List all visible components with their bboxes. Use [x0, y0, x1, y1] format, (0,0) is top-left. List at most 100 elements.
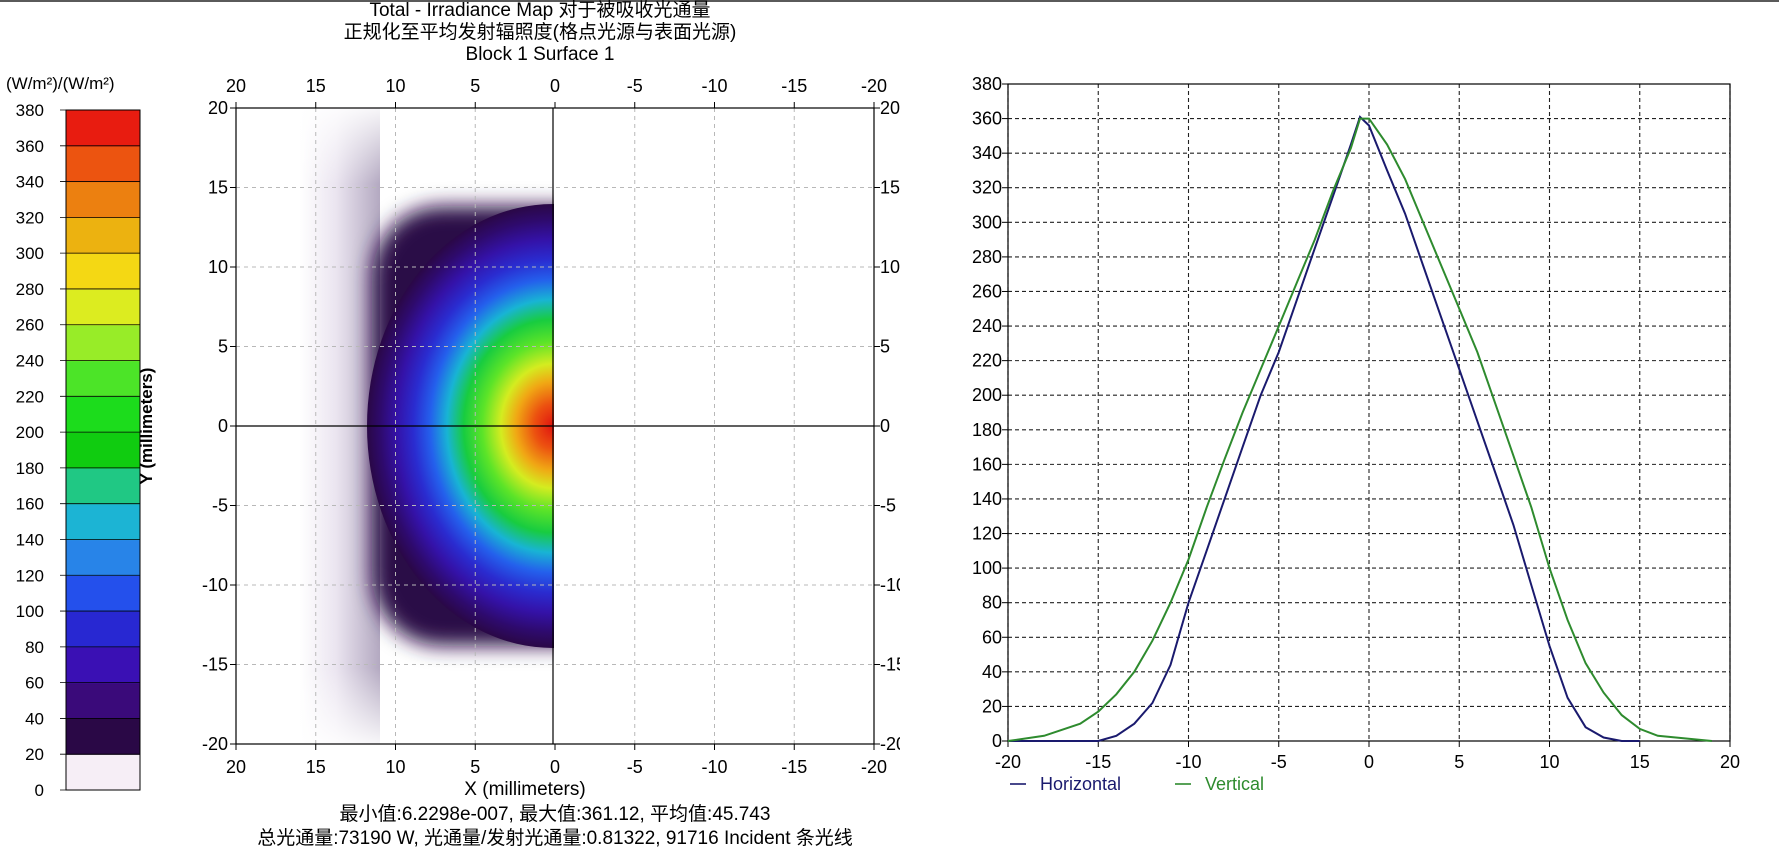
legend-label-horizontal: Horizontal: [1040, 774, 1121, 794]
map-title-line2: 正规化至平均发射辐照度(格点光源与表面光源): [343, 22, 737, 43]
heatmap-bottom-tick-label: 20: [226, 757, 246, 777]
profile-y-tick-label: 100: [972, 558, 1002, 578]
profile-x-tick-label: 15: [1630, 752, 1650, 772]
colorbar-tick-label: 220: [16, 387, 44, 406]
colorbar-band: [66, 217, 140, 254]
heatmap-bottom-tick-label: 15: [306, 757, 326, 777]
colorbar-tick-label: 40: [25, 709, 44, 728]
colorbar-band: [66, 145, 140, 183]
profile-y-tick-label: 80: [982, 593, 1002, 613]
irradiance-heatmap: 2020151510105500-5-5-10-10-15-15-20-2020…: [137, 76, 900, 800]
heatmap-right-tick-label: -15: [880, 655, 900, 675]
heatmap-bottom-tick-label: 5: [470, 757, 480, 777]
profile-y-tick-label: 180: [972, 420, 1002, 440]
heatmap-right-tick-label: -20: [880, 734, 900, 754]
heatmap-bottom-tick-label: -10: [701, 757, 727, 777]
colorbar-tick-label: 340: [16, 173, 44, 192]
heatmap-bottom-tick-label: 0: [550, 757, 560, 777]
heatmap-left-tick-label: -15: [202, 655, 228, 675]
heatmap-left-tick-label: -5: [212, 496, 228, 516]
colorbar-tick-label: 280: [16, 280, 44, 299]
stats-line: 最小值:6.2298e-007, 最大值:361.12, 平均值:45.743: [339, 804, 771, 825]
colorbar-tick-label: 200: [16, 423, 44, 442]
heatmap-xlabel: X (millimeters): [464, 779, 585, 800]
colorbar-tick-label: 0: [35, 781, 44, 800]
colorbar-band: [66, 432, 140, 469]
profile-x-tick-label: -20: [995, 752, 1021, 772]
profile-y-tick-label: 160: [972, 454, 1002, 474]
colorbar-band: [66, 539, 140, 576]
heatmap-top-tick-label: 20: [226, 76, 246, 96]
colorbar: 0 20 40 60 80 100 120 140 160 180 200 220 240 260 280 3…: [16, 101, 141, 800]
colorbar-band: [66, 110, 140, 147]
colorbar-band: [66, 360, 140, 397]
colorbar-tick-label: 180: [16, 459, 44, 478]
colorbar-band: [66, 181, 140, 218]
map-title-line1: Total - Irradiance Map 对于被吸收光通量: [369, 0, 711, 21]
heatmap-right-tick-label: 15: [880, 178, 900, 198]
colorbar-unit: (W/m²)/(W/m²): [6, 74, 115, 93]
profile-y-tick-label: 120: [972, 524, 1002, 544]
colorbar-tick-label: 300: [16, 244, 44, 263]
heatmap-right-tick-label: -10: [880, 575, 900, 595]
profile-x-tick-label: 5: [1454, 752, 1464, 772]
profile-y-tick-label: 220: [972, 351, 1002, 371]
heatmap-top-tick-label: 10: [385, 76, 405, 96]
profile-x-tick-label: -10: [1175, 752, 1201, 772]
colorbar-tick-label: 120: [16, 566, 44, 585]
profile-y-tick-label: 240: [972, 316, 1002, 336]
colorbar-band: [66, 396, 140, 433]
colorbar-band: [66, 646, 140, 684]
profile-frame: [1007, 83, 1731, 742]
profile-grid: [1002, 83, 1731, 747]
colorbar-tick-label: 20: [25, 745, 44, 764]
colorbar-band: [66, 754, 140, 791]
colorbar-tick-label: 160: [16, 495, 44, 514]
heatmap-left-tick-label: 10: [208, 257, 228, 277]
colorbar-tick-label: 360: [16, 137, 44, 156]
profile-y-tick-label: 300: [972, 212, 1002, 232]
profile-y-tick-label: 360: [972, 109, 1002, 129]
profile-y-tick-label: 0: [992, 731, 1002, 751]
colorbar-tick-label: 260: [16, 316, 44, 335]
map-title-line3: Block 1 Surface 1: [465, 44, 615, 65]
legend-label-vertical: Vertical: [1205, 774, 1264, 794]
colorbar-band: [66, 575, 140, 612]
heatmap-right-tick-label: -5: [880, 496, 896, 516]
colorbar-band: [66, 682, 140, 720]
heatmap-left-tick-label: 0: [218, 416, 228, 436]
heatmap-left-tick-label: 5: [218, 337, 228, 357]
window-top-border: [0, 0, 1779, 2]
heatmap-top-tick-label: -20: [861, 76, 887, 96]
profile-y-tick-label: 320: [972, 178, 1002, 198]
profile-y-tick-label: 280: [972, 247, 1002, 267]
colorbar-band: [66, 611, 140, 648]
profile-x-tick-label: 10: [1539, 752, 1559, 772]
heatmap-ylabel: Y (millimeters): [137, 368, 156, 485]
heatmap-right-tick-label: 0: [880, 416, 890, 436]
colorbar-tick-label: 80: [25, 638, 44, 657]
profile-x-tick-label: 20: [1720, 752, 1740, 772]
heatmap-top-tick-label: 0: [550, 76, 560, 96]
colorbar-band: [66, 467, 140, 505]
heatmap-bottom-tick-label: 10: [385, 757, 405, 777]
heatmap-top-tick-label: 5: [470, 76, 480, 96]
colorbar-tick-label: 380: [16, 101, 44, 120]
colorbar-tick-label: 100: [16, 602, 44, 621]
profile-x-tick-label: 0: [1364, 752, 1374, 772]
heatmap-top-tick-label: -10: [701, 76, 727, 96]
heatmap-left-tick-label: 20: [208, 98, 228, 118]
profile-x-tick-label: -15: [1085, 752, 1111, 772]
colorbar-tick-label: 240: [16, 352, 44, 371]
colorbar-tick-label: 140: [16, 530, 44, 549]
heatmap-right-tick-label: 10: [880, 257, 900, 277]
heatmap-left-tick-label: 15: [208, 178, 228, 198]
heatmap-bottom-tick-label: -5: [627, 757, 643, 777]
colorbar-band: [66, 718, 140, 755]
colorbar-band: [66, 324, 140, 362]
heatmap-top-tick-label: -5: [627, 76, 643, 96]
profile-y-tick-label: 200: [972, 385, 1002, 405]
flux-line: 总光通量:73190 W, 光通量/发射光通量:0.81322, 91716 I…: [257, 828, 853, 849]
profile-y-tick-label: 140: [972, 489, 1002, 509]
profile-y-tick-label: 40: [982, 662, 1002, 682]
